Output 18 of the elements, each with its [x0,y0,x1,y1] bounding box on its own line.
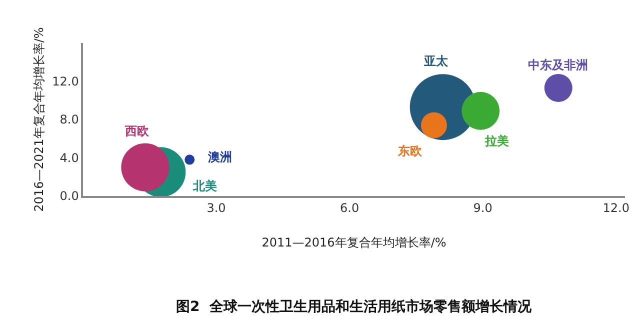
text: 图2 全球一次性卫生用品和生活用纸市场零售额增长情况 [176,298,532,315]
x-tick-label: 3.0 [206,201,226,216]
y-tick-label: 0.0 [60,189,79,204]
series-label: 亚太 [423,54,449,68]
x-tick-label: 12.0 [602,201,630,216]
x-tick-label: 9.0 [473,201,492,216]
y-tick-label: 4.0 [60,150,79,165]
series-label: 中东及非洲 [528,58,588,72]
series-label: 澳洲 [207,150,232,164]
x-tick-label: 6.0 [340,201,360,216]
series-label: 北美 [192,179,217,193]
series-label: 西欧 [124,124,150,138]
series-label: 东欧 [397,144,423,158]
x-axis-title: 2011—2016年复合年均增长率/% [262,236,446,250]
series-label: 拉美 [484,134,509,148]
y-axis-title: 2016—2021年复合年均增长率/% [32,27,46,212]
y-tick-label: 8.0 [60,112,79,127]
y-tick-label: 12.0 [52,74,79,88]
